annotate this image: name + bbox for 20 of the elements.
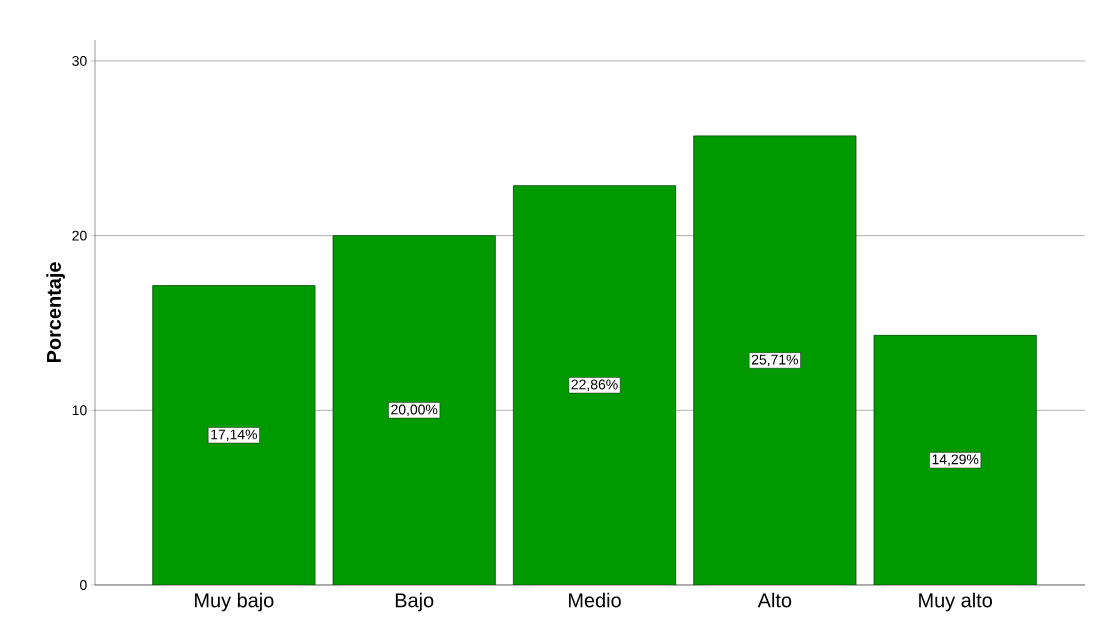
data-label: 14,29% xyxy=(932,454,979,466)
y-axis-title: Porcentaje xyxy=(46,262,65,363)
bar xyxy=(152,285,316,585)
y-tick-label: 10 xyxy=(72,405,87,416)
data-label: 17,14% xyxy=(211,429,258,442)
x-tick-label: Bajo xyxy=(395,592,434,612)
x-tick-label: Muy alto xyxy=(919,592,992,612)
bar xyxy=(873,334,1037,585)
bar xyxy=(693,135,857,585)
data-label: 20,00% xyxy=(391,404,438,417)
x-tick-label: Alto xyxy=(757,592,792,608)
bar xyxy=(332,235,496,585)
data-label: 25,71% xyxy=(751,354,798,367)
data-label: 22,86% xyxy=(571,379,618,392)
y-tick-label: 20 xyxy=(72,230,87,241)
x-tick-label: Muy bajo xyxy=(195,592,274,612)
bar xyxy=(512,185,677,585)
y-tick-label: 30 xyxy=(72,56,87,66)
y-tick-label: 0 xyxy=(80,580,87,590)
x-tick-label: Medio xyxy=(569,592,621,608)
